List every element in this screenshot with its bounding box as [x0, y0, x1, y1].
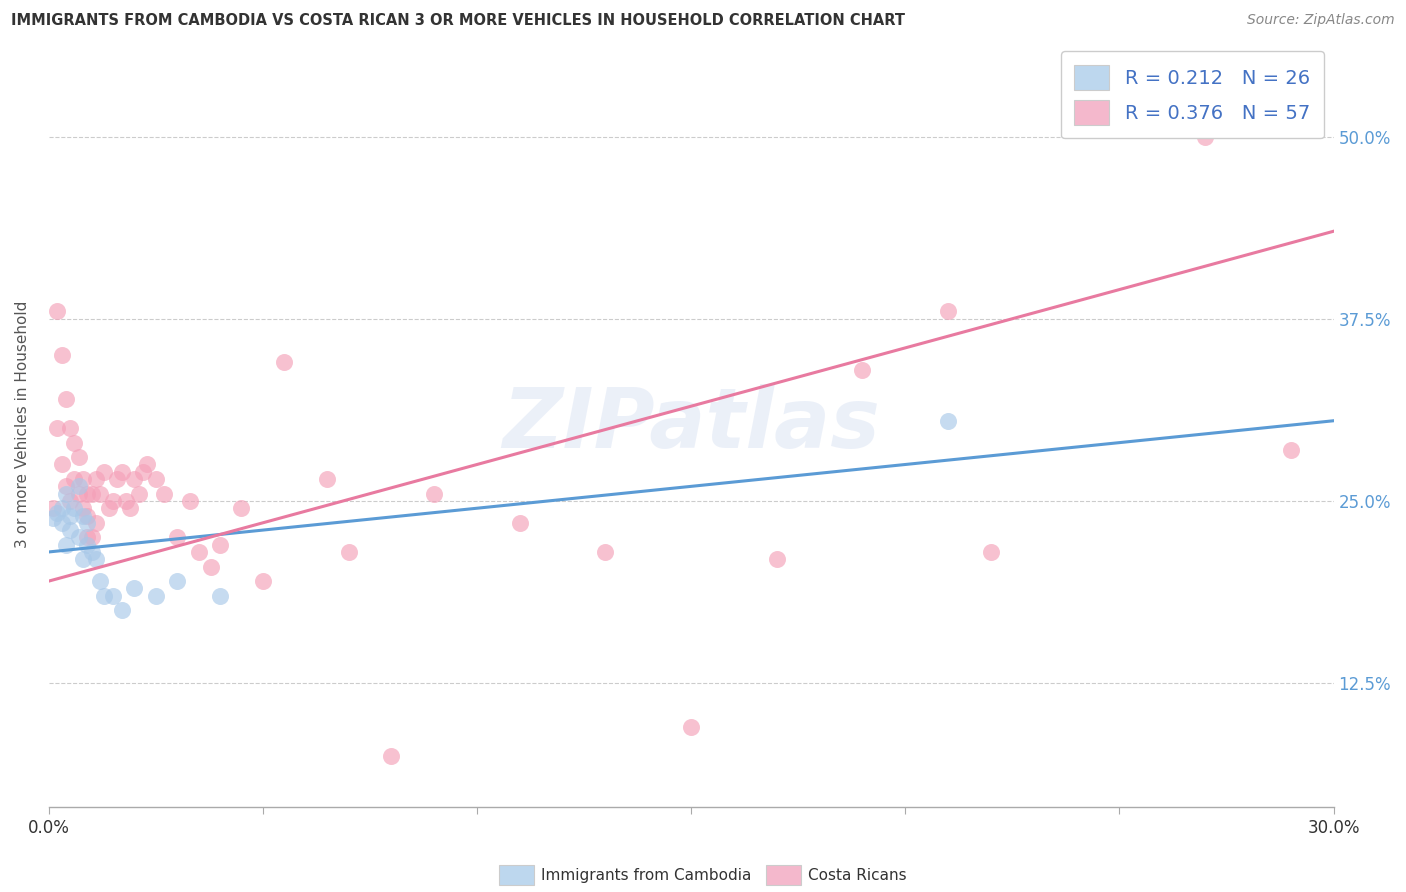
Point	[166, 574, 188, 588]
Text: IMMIGRANTS FROM CAMBODIA VS COSTA RICAN 3 OR MORE VEHICLES IN HOUSEHOLD CORRELAT: IMMIGRANTS FROM CAMBODIA VS COSTA RICAN …	[11, 13, 905, 29]
Point	[67, 450, 90, 465]
Point	[84, 552, 107, 566]
Point	[1279, 442, 1302, 457]
Point	[55, 479, 77, 493]
Point	[980, 545, 1002, 559]
Point	[132, 465, 155, 479]
Point	[67, 486, 90, 500]
Point	[42, 501, 65, 516]
Point	[423, 486, 446, 500]
Point	[97, 501, 120, 516]
Text: Source: ZipAtlas.com: Source: ZipAtlas.com	[1247, 13, 1395, 28]
Text: ZIPatlas: ZIPatlas	[502, 384, 880, 465]
Point	[63, 501, 86, 516]
Point	[93, 589, 115, 603]
Point	[595, 545, 617, 559]
Point	[72, 508, 94, 523]
Point	[93, 465, 115, 479]
Point	[200, 559, 222, 574]
Point	[153, 486, 176, 500]
Point	[76, 486, 98, 500]
Point	[84, 472, 107, 486]
Point	[101, 589, 124, 603]
Point	[80, 486, 103, 500]
Point	[110, 465, 132, 479]
Text: Immigrants from Cambodia: Immigrants from Cambodia	[541, 868, 752, 882]
Point	[765, 552, 787, 566]
Point	[84, 516, 107, 530]
Point	[337, 545, 360, 559]
Point	[76, 508, 98, 523]
Point	[120, 501, 142, 516]
Point	[209, 589, 232, 603]
Point	[110, 603, 132, 617]
Point	[105, 472, 128, 486]
Point	[89, 574, 111, 588]
Point	[166, 530, 188, 544]
Point	[89, 486, 111, 500]
Point	[63, 435, 86, 450]
Point	[55, 538, 77, 552]
Point	[46, 506, 69, 520]
Point	[851, 363, 873, 377]
Point	[76, 516, 98, 530]
Point	[380, 749, 402, 764]
Point	[936, 304, 959, 318]
Point	[59, 508, 82, 523]
Point	[124, 472, 146, 486]
Point	[101, 494, 124, 508]
Point	[42, 511, 65, 525]
Point	[145, 589, 167, 603]
Point	[316, 472, 339, 486]
Point	[136, 458, 159, 472]
Point	[252, 574, 274, 588]
Point	[231, 501, 253, 516]
Point	[114, 494, 136, 508]
Point	[72, 552, 94, 566]
Point	[51, 501, 73, 516]
Point	[59, 523, 82, 537]
Point	[76, 530, 98, 544]
Point	[209, 538, 232, 552]
Point	[76, 538, 98, 552]
Point	[55, 486, 77, 500]
Point	[72, 501, 94, 516]
Point	[128, 486, 150, 500]
Point	[1194, 129, 1216, 144]
Point	[67, 479, 90, 493]
Point	[273, 355, 295, 369]
Legend: R = 0.212   N = 26, R = 0.376   N = 57: R = 0.212 N = 26, R = 0.376 N = 57	[1060, 52, 1324, 138]
Point	[936, 414, 959, 428]
Point	[187, 545, 209, 559]
Point	[72, 472, 94, 486]
Point	[51, 348, 73, 362]
Point	[63, 472, 86, 486]
Point	[124, 582, 146, 596]
Point	[179, 494, 201, 508]
Point	[509, 516, 531, 530]
Point	[51, 516, 73, 530]
Point	[51, 458, 73, 472]
Point	[46, 421, 69, 435]
Point	[681, 720, 703, 734]
Text: Costa Ricans: Costa Ricans	[808, 868, 907, 882]
Point	[55, 392, 77, 406]
Point	[59, 421, 82, 435]
Point	[59, 494, 82, 508]
Point	[67, 530, 90, 544]
Point	[80, 545, 103, 559]
Point	[145, 472, 167, 486]
Y-axis label: 3 or more Vehicles in Household: 3 or more Vehicles in Household	[15, 301, 30, 548]
Point	[80, 530, 103, 544]
Point	[46, 304, 69, 318]
